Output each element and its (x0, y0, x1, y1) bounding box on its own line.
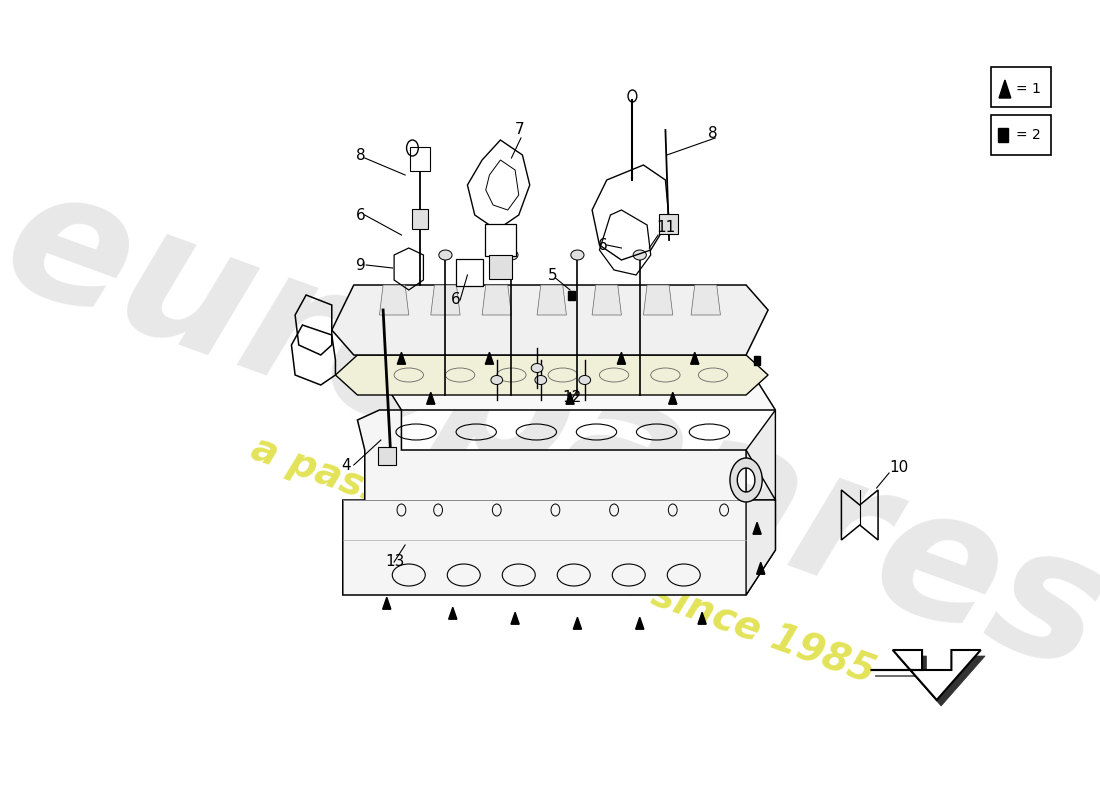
Polygon shape (698, 612, 706, 624)
Text: 5: 5 (548, 267, 558, 282)
Polygon shape (512, 612, 519, 624)
Text: 13: 13 (385, 554, 405, 570)
Text: 6: 6 (451, 293, 460, 307)
Text: 6: 6 (356, 207, 365, 222)
Polygon shape (592, 285, 622, 315)
Polygon shape (617, 352, 626, 364)
Ellipse shape (535, 375, 547, 385)
Polygon shape (999, 80, 1011, 98)
Text: 8: 8 (708, 126, 717, 141)
Polygon shape (397, 352, 406, 364)
Polygon shape (669, 392, 676, 404)
Text: 4: 4 (341, 458, 351, 473)
Polygon shape (336, 355, 768, 395)
FancyBboxPatch shape (488, 255, 513, 279)
Text: a passion for parts since 1985: a passion for parts since 1985 (245, 429, 880, 691)
Ellipse shape (634, 250, 647, 260)
Polygon shape (746, 410, 776, 595)
FancyBboxPatch shape (409, 147, 430, 171)
Text: 10: 10 (889, 461, 909, 475)
FancyBboxPatch shape (991, 67, 1052, 107)
Text: 11: 11 (657, 221, 675, 235)
Ellipse shape (491, 375, 503, 385)
Polygon shape (449, 607, 456, 619)
Ellipse shape (439, 250, 452, 260)
Polygon shape (644, 285, 673, 315)
Text: = 1: = 1 (1016, 82, 1041, 96)
Polygon shape (343, 410, 776, 595)
Bar (754, 355, 760, 365)
Polygon shape (431, 285, 460, 315)
Polygon shape (427, 392, 434, 404)
Bar (998, 128, 1008, 142)
FancyBboxPatch shape (455, 259, 483, 286)
FancyBboxPatch shape (411, 209, 428, 229)
FancyBboxPatch shape (378, 447, 396, 465)
Text: 12: 12 (563, 390, 582, 406)
Polygon shape (691, 285, 720, 315)
Polygon shape (566, 392, 574, 404)
Bar (569, 290, 575, 299)
Polygon shape (379, 375, 776, 410)
Text: europaares: europaares (0, 150, 1100, 710)
Ellipse shape (505, 250, 518, 260)
Polygon shape (573, 618, 582, 630)
Ellipse shape (571, 250, 584, 260)
Polygon shape (876, 656, 986, 706)
Text: 6: 6 (598, 238, 607, 253)
Polygon shape (691, 352, 698, 364)
Polygon shape (871, 650, 981, 700)
FancyBboxPatch shape (659, 214, 678, 234)
FancyBboxPatch shape (991, 115, 1052, 155)
Ellipse shape (531, 363, 543, 373)
Polygon shape (757, 562, 764, 574)
Polygon shape (485, 352, 494, 364)
Polygon shape (383, 598, 390, 610)
Polygon shape (537, 285, 566, 315)
Ellipse shape (579, 375, 591, 385)
Text: = 2: = 2 (1016, 128, 1041, 142)
Polygon shape (379, 285, 409, 315)
Text: 8: 8 (356, 147, 365, 162)
Polygon shape (754, 522, 761, 534)
Polygon shape (332, 285, 768, 355)
Text: 9: 9 (356, 258, 365, 273)
Polygon shape (636, 618, 644, 630)
Text: 7: 7 (515, 122, 525, 138)
FancyBboxPatch shape (485, 224, 516, 256)
Polygon shape (482, 285, 512, 315)
